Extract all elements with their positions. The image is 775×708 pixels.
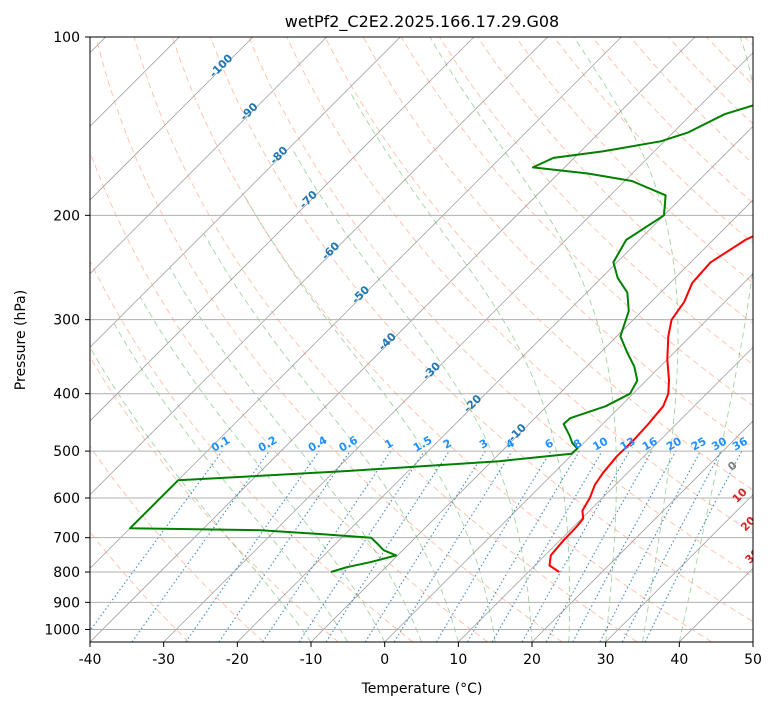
- upper-label: 30: [743, 546, 763, 566]
- isotherm-line: [90, 37, 696, 642]
- mixing-ratio-line: [545, 450, 653, 642]
- moist-adiabat-line: [140, 297, 386, 642]
- x-tick-label: -10: [300, 652, 323, 668]
- chart-title: wetPf2_C2E2.2025.166.17.29.G08: [285, 12, 559, 32]
- background-lines: [90, 37, 753, 642]
- moist-adiabat-line: [243, 195, 496, 642]
- mixing-ratio-line: [218, 450, 351, 642]
- pressure-gridlines: [90, 37, 753, 630]
- isotherm-line: [90, 37, 401, 348]
- isotherm-line: [605, 494, 753, 642]
- dewpoint-profile-line: [129, 104, 753, 573]
- y-tick-label: 100: [53, 30, 80, 46]
- mixing-ratio-line: [521, 450, 630, 642]
- isotherm-line: [90, 37, 327, 275]
- y-tick-label: 600: [53, 491, 80, 507]
- y-tick-label: 800: [53, 565, 80, 581]
- moist-adiabat-line: [573, 37, 679, 642]
- dry-adiabat-line: [90, 259, 414, 642]
- x-tick-label: 40: [670, 652, 688, 668]
- isotherm-line: [237, 125, 753, 642]
- mixing-ratio-line: [393, 450, 513, 642]
- x-tick-label: 30: [597, 652, 615, 668]
- dry-adiabat-line: [515, 37, 753, 284]
- mixing-ratio-line: [90, 450, 223, 632]
- moist-adiabat-line: [292, 149, 533, 642]
- moist-adiabat-line: [351, 94, 571, 642]
- temperature-profile-line: [548, 235, 753, 573]
- y-tick-label: 200: [53, 208, 80, 224]
- isotherm-line: [384, 273, 753, 642]
- axes: -40 -30 -20 -10 0 10 20 30 40 50 100 200 300 400 500 60…: [44, 30, 762, 668]
- y-axis-title: Pressure (hPa): [13, 290, 29, 390]
- y-tick-label: 900: [53, 595, 80, 611]
- mixing-ratio-line: [644, 450, 743, 642]
- dry-adiabat-line: [171, 37, 712, 642]
- x-tick-label: -20: [226, 652, 249, 668]
- y-tick-label: 300: [53, 313, 80, 329]
- dry-adiabat-line: [286, 37, 753, 534]
- mixing-ratio-line: [185, 450, 320, 642]
- x-tick-label: 10: [449, 652, 467, 668]
- mixing-ratio-line: [262, 450, 392, 642]
- moist-adiabat-line: [678, 37, 753, 642]
- isotherm-line: [90, 37, 475, 422]
- isotherm-line: [90, 37, 622, 569]
- x-axis-title: Temperature (°C): [361, 681, 483, 697]
- y-tick-label: 700: [53, 531, 80, 547]
- dry-adiabat-line: [133, 37, 638, 642]
- plot-frame: [89, 36, 754, 643]
- mixing-ratio-line: [131, 450, 270, 642]
- y-tick-label: 400: [53, 387, 80, 403]
- y-tick-label: 500: [53, 444, 80, 460]
- x-tick-label: 20: [523, 652, 541, 668]
- isotherm-line: [90, 37, 254, 201]
- moist-adiabat-line: [203, 233, 459, 642]
- isotherm-line: [163, 52, 753, 642]
- dry-adiabat-line: [90, 445, 264, 642]
- y-tick-label: 1000: [44, 622, 80, 638]
- dry-adiabat-line: [90, 356, 339, 642]
- mixing-ratio-line: [325, 450, 450, 642]
- moist-adiabat-line: [90, 347, 312, 642]
- x-tick-label: -40: [79, 652, 102, 668]
- moist-adiabat-line: [429, 37, 617, 642]
- x-tick-label: 0: [380, 652, 389, 668]
- isotherm-line: [531, 420, 753, 642]
- isotherm-line: [90, 37, 548, 496]
- dry-adiabat-line: [248, 37, 753, 578]
- upper-label: 40: [751, 575, 771, 595]
- mixing-ratio-line: [572, 450, 677, 642]
- x-tick-label: 50: [744, 652, 762, 668]
- mixing-ratio-line: [298, 450, 425, 642]
- x-tick-label: -30: [152, 652, 175, 668]
- dry-adiabat-line: [210, 37, 753, 623]
- profile-series: [129, 104, 753, 573]
- dry-adiabat-line: [324, 37, 753, 491]
- dry-adiabat-line: [95, 37, 563, 642]
- moist-adiabat-line: [169, 267, 422, 642]
- isotherm-line: [458, 346, 753, 642]
